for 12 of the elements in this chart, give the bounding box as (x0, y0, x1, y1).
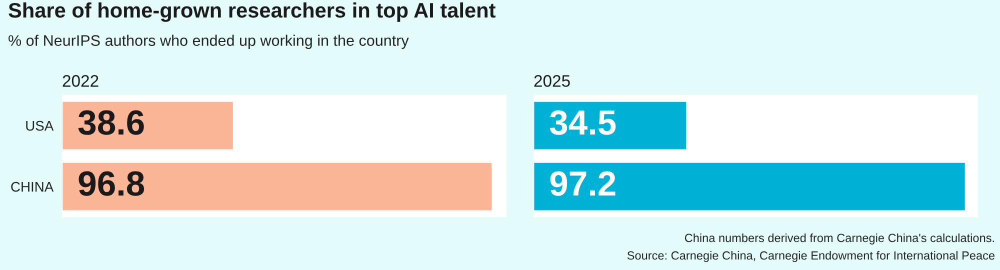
data-label: 38.6 (78, 110, 144, 135)
source-note: Source: Carnegie China, Carnegie Endowment for International Peace (627, 250, 994, 262)
data-label: 97.2 (550, 171, 616, 196)
data-label: 34.5 (550, 110, 616, 135)
text: China numbers derived from Carnegie China's calculations. (684, 233, 994, 244)
y-tick-label: USA (26, 120, 54, 131)
y-tick-label: CHINA (11, 182, 54, 192)
data-label: 96.8 (78, 171, 144, 196)
chart-title: Share of home-grown researchers in top AI talent (8, 2, 496, 22)
chart-subtitle: % of NeurIPS authors who ended up working in the country (8, 34, 409, 49)
series-label: 2025 (534, 75, 570, 87)
series-label: 2022 (62, 75, 98, 87)
